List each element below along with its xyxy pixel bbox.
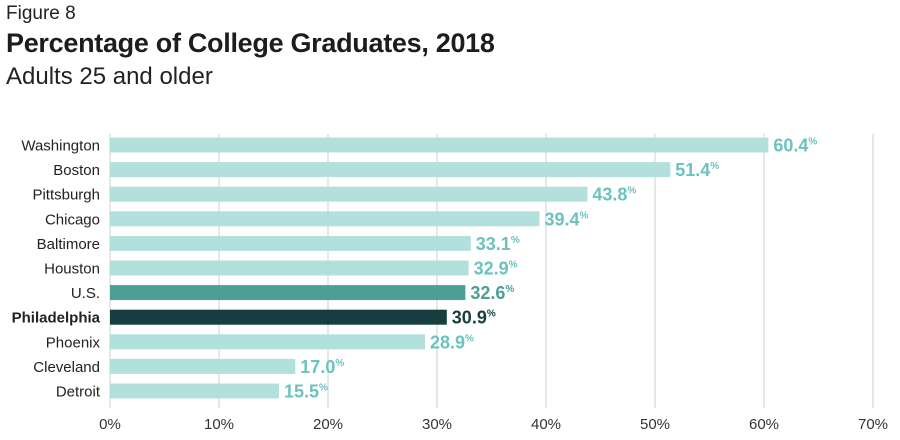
value-number: 43.8 xyxy=(592,185,627,205)
value-number: 17.0 xyxy=(300,357,335,377)
value-labels: 60.4%51.4%43.8%39.4%33.1%32.9%32.6%30.9%… xyxy=(284,136,817,402)
bar-phoenix xyxy=(110,334,426,350)
value-number: 60.4 xyxy=(773,136,808,156)
value-number: 30.9 xyxy=(452,308,487,328)
bar-washington xyxy=(110,137,769,153)
category-label-u-s: U.S. xyxy=(71,285,100,302)
category-label-philadelphia: Philadelphia xyxy=(12,310,101,327)
bar-boston xyxy=(110,162,671,178)
chart-title: Percentage of College Graduates, 2018 xyxy=(6,28,495,58)
bar-houston xyxy=(110,260,469,276)
chart-subtitle: Adults 25 and older xyxy=(6,63,213,90)
value-number: 32.9 xyxy=(474,259,509,279)
x-tick-label: 50% xyxy=(640,416,670,433)
category-label-chicago: Chicago xyxy=(45,211,100,228)
bar-detroit xyxy=(110,383,279,399)
category-label-detroit: Detroit xyxy=(56,384,101,401)
value-unit: % xyxy=(319,383,328,394)
x-tick-label: 40% xyxy=(531,416,561,433)
value-unit: % xyxy=(710,161,719,172)
category-labels: Washington Boston Pittsburgh Chicago Baltimo… xyxy=(12,138,101,401)
category-label-washington: Washington xyxy=(21,138,100,155)
value-unit: % xyxy=(335,358,344,369)
category-label-houston: Houston xyxy=(44,261,100,278)
bars xyxy=(110,137,769,399)
x-tick-label: 30% xyxy=(422,416,452,433)
value-number: 32.6 xyxy=(470,283,505,303)
value-unit: % xyxy=(505,284,514,295)
value-number: 33.1 xyxy=(476,234,511,254)
value-label-houston: 32.9% xyxy=(474,259,518,279)
value-label-cleveland: 17.0% xyxy=(300,357,344,377)
value-unit: % xyxy=(808,137,817,148)
bar-cleveland xyxy=(110,358,296,374)
value-number: 15.5 xyxy=(284,382,319,402)
bar-u-s xyxy=(110,285,466,301)
bar-chicago xyxy=(110,211,540,227)
x-axis-ticks: 0% 10% 20% 30% 40% 50% 60% 70% xyxy=(99,416,888,433)
value-label-baltimore: 33.1% xyxy=(476,234,520,254)
category-label-cleveland: Cleveland xyxy=(33,359,100,376)
bar-philadelphia xyxy=(110,309,447,325)
value-label-philadelphia: 30.9% xyxy=(452,308,496,328)
value-unit: % xyxy=(487,309,496,320)
value-label-chicago: 39.4% xyxy=(544,209,588,229)
x-tick-label: 0% xyxy=(99,416,121,433)
x-tick-label: 70% xyxy=(858,416,888,433)
value-label-pittsburgh: 43.8% xyxy=(592,185,636,205)
value-label-u-s: 32.6% xyxy=(470,283,514,303)
value-number: 28.9 xyxy=(430,332,465,352)
x-tick-label: 60% xyxy=(749,416,779,433)
value-unit: % xyxy=(511,235,520,246)
value-unit: % xyxy=(580,210,589,221)
chart-header: Figure 8 Percentage of College Graduates… xyxy=(6,2,886,92)
bar-pittsburgh xyxy=(110,186,588,202)
figure-label: Figure 8 xyxy=(6,3,76,24)
category-label-boston: Boston xyxy=(53,162,100,179)
category-label-phoenix: Phoenix xyxy=(46,334,101,351)
value-label-washington: 60.4% xyxy=(773,136,817,156)
category-label-pittsburgh: Pittsburgh xyxy=(32,187,100,204)
value-unit: % xyxy=(509,260,518,271)
value-number: 39.4 xyxy=(544,209,579,229)
value-unit: % xyxy=(465,333,474,344)
x-tick-label: 10% xyxy=(204,416,234,433)
value-unit: % xyxy=(627,186,636,197)
x-tick-label: 20% xyxy=(313,416,343,433)
bar-baltimore xyxy=(110,235,471,251)
value-label-detroit: 15.5% xyxy=(284,382,328,402)
value-label-phoenix: 28.9% xyxy=(430,332,474,352)
value-number: 51.4 xyxy=(675,160,710,180)
value-label-boston: 51.4% xyxy=(675,160,719,180)
category-label-baltimore: Baltimore xyxy=(37,236,100,253)
